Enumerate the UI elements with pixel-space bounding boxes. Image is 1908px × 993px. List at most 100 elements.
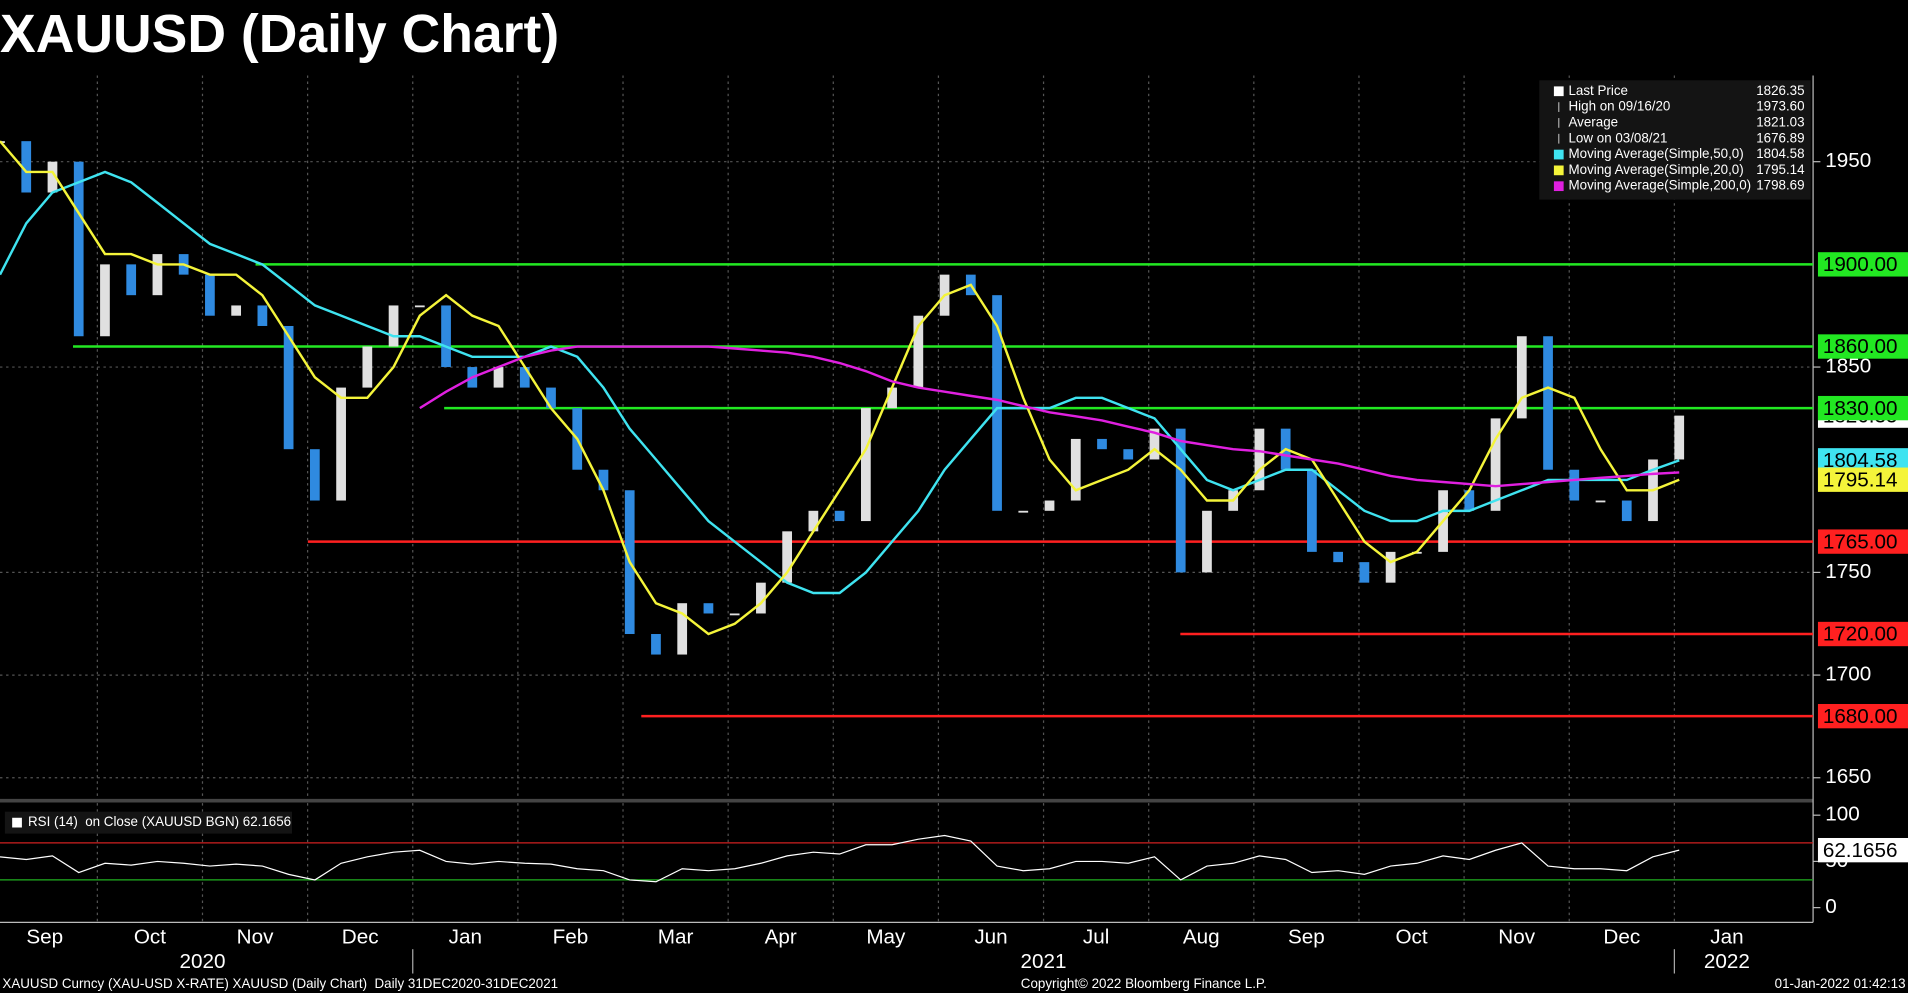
candle <box>703 603 714 614</box>
legend-swatch <box>1553 149 1564 160</box>
candle <box>388 305 399 347</box>
candle <box>0 141 5 143</box>
candle <box>1359 562 1370 583</box>
y-tick-label: 1700 <box>1825 663 1871 686</box>
ma-last-label-box <box>1817 467 1908 492</box>
candle <box>414 305 425 308</box>
candle <box>1123 449 1134 460</box>
rsi-line <box>0 834 1680 883</box>
candle <box>73 161 84 337</box>
candle <box>1595 500 1606 503</box>
x-tick-label: Nov <box>1498 926 1535 949</box>
candle <box>808 510 819 532</box>
level-label-box <box>1817 703 1908 729</box>
x-tick-label: Mar <box>658 926 694 949</box>
rsi-y-tick-label: 100 <box>1825 803 1859 826</box>
candle <box>21 141 32 193</box>
legend-label: Moving Average(Simple,200,0) <box>1569 178 1752 193</box>
line <box>0 170 1680 595</box>
y-tick-label: 1750 <box>1825 560 1871 583</box>
candle <box>992 295 1002 511</box>
year-label: 2020 <box>179 950 225 973</box>
footer-center: Copyright© 2022 Bloomberg Finance L.P. <box>1021 976 1267 991</box>
legend-label: Last Price <box>1569 83 1628 98</box>
candle <box>729 613 740 616</box>
candle <box>1333 551 1344 563</box>
candle <box>1490 418 1501 511</box>
candle <box>336 387 346 501</box>
candle <box>1543 336 1553 470</box>
x-tick-label: Jun <box>974 926 1007 949</box>
y-tick-label: 1650 <box>1825 765 1871 788</box>
legend-label: Average <box>1569 114 1619 129</box>
level-label-box <box>1817 621 1908 647</box>
x-tick-label: Jan <box>1710 926 1743 949</box>
level-label: 1720.00 <box>1823 623 1898 646</box>
candle <box>283 325 294 450</box>
y-tick-label: 1850 <box>1825 355 1871 378</box>
candle <box>887 387 897 409</box>
candle <box>362 346 373 388</box>
candle <box>1674 415 1685 460</box>
legend-swatch <box>1553 181 1564 192</box>
level-label-box <box>1817 252 1908 277</box>
candle <box>257 305 268 326</box>
candle <box>493 367 504 388</box>
y-tick-label: 1950 <box>1825 149 1871 172</box>
candle <box>860 408 871 522</box>
candle <box>651 634 661 655</box>
legend-value: 1798.69 <box>1756 178 1804 193</box>
line <box>0 140 1680 636</box>
x-tick-label: Jan <box>449 926 482 949</box>
line <box>419 345 1680 488</box>
candle <box>231 305 242 316</box>
candle <box>834 510 845 522</box>
candle <box>756 582 766 614</box>
candle <box>1044 500 1055 511</box>
candle <box>1516 336 1527 419</box>
legend-box <box>1539 80 1811 200</box>
candle <box>1018 510 1029 513</box>
footer-left: XAUUSD Curncy (XAU-USD X-RATE) XAUUSD (D… <box>2 976 558 991</box>
year-label: 2021 <box>1021 950 1067 973</box>
candle <box>913 315 924 388</box>
legend-label: Moving Average(Simple,50,0) <box>1569 146 1744 161</box>
candle <box>1621 500 1632 522</box>
x-tick-label: Dec <box>342 926 379 949</box>
level-label-box <box>1817 334 1908 359</box>
level-label: 1860.00 <box>1823 335 1898 358</box>
x-tick-label: Jul <box>1083 926 1109 949</box>
overlay: 165017001750185019500501001826.351900.00… <box>2 80 1908 991</box>
legend-label: High on 09/16/20 <box>1569 99 1671 114</box>
x-tick-label: Nov <box>237 926 274 949</box>
candle <box>519 367 530 388</box>
level-label: 1765.00 <box>1823 530 1898 553</box>
rsi-label: RSI (14) on Close (XAUUSD BGN) 62.1656 <box>28 814 291 829</box>
candle <box>1254 428 1265 491</box>
legend-value: 1676.89 <box>1756 130 1804 145</box>
level-label: 1830.00 <box>1823 397 1898 420</box>
legend-value: 1973.60 <box>1756 99 1804 114</box>
x-tick-label: Feb <box>553 926 589 949</box>
legend-value: 1826.35 <box>1756 83 1804 98</box>
level-label: 1680.00 <box>1823 705 1898 728</box>
legend-value: 1795.14 <box>1756 162 1805 177</box>
rsi-last-label: 62.1656 <box>1823 839 1898 862</box>
candle <box>1569 469 1580 501</box>
candle <box>1070 438 1081 501</box>
ma-last-label: 1804.58 <box>1823 449 1898 472</box>
ma-last-label: 1795.14 <box>1823 468 1898 491</box>
year-label: 2022 <box>1704 950 1750 973</box>
candle <box>1385 551 1396 583</box>
candle <box>1175 428 1186 573</box>
x-tick-label: Aug <box>1183 926 1220 949</box>
x-tick-label: Sep <box>26 926 63 949</box>
x-tick-label: May <box>866 926 906 949</box>
legend-swatch <box>1553 86 1564 97</box>
x-tick-label: Apr <box>765 926 797 949</box>
legend-value: 1821.03 <box>1756 114 1804 129</box>
footer-right: 01-Jan-2022 01:42:13 <box>1775 976 1906 991</box>
candle <box>441 305 451 368</box>
